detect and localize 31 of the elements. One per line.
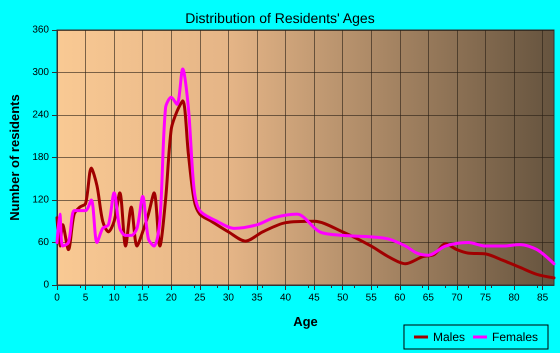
x-tick-label: 80 bbox=[508, 292, 520, 304]
y-axis-title: Number of residents bbox=[7, 94, 22, 221]
y-tick-label: 240 bbox=[32, 110, 50, 120]
line-series bbox=[56, 67, 556, 266]
y-tick-label: 360 bbox=[32, 24, 50, 36]
chart-title: Distribution of Residents' Ages bbox=[185, 10, 375, 26]
x-tick-label: 10 bbox=[108, 292, 120, 304]
y-tick-label: 120 bbox=[32, 194, 50, 206]
x-tick-label: 60 bbox=[394, 292, 406, 304]
x-tick-label: 15 bbox=[137, 292, 149, 304]
y-tick-label: 300 bbox=[32, 67, 50, 78]
y-tick-label: 60 bbox=[38, 237, 50, 248]
x-tick-label: 75 bbox=[480, 292, 492, 304]
x-axis-title: Age bbox=[293, 314, 318, 329]
x-tick-label: 35 bbox=[251, 292, 263, 304]
x-tick-label: 70 bbox=[451, 292, 463, 304]
legend-label: Females bbox=[492, 330, 538, 344]
x-tick-label: 85 bbox=[537, 292, 549, 304]
x-tick-label: 0 bbox=[54, 292, 60, 304]
x-tick-label: 5 bbox=[82, 292, 89, 304]
x-tick-label: 55 bbox=[366, 292, 378, 304]
y-tick-label: 180 bbox=[32, 152, 50, 163]
x-tick-label: 20 bbox=[166, 292, 178, 304]
x-tick-label: 40 bbox=[280, 292, 292, 304]
y-tick-label: 0 bbox=[43, 280, 50, 290]
x-tick-label: 25 bbox=[194, 292, 206, 304]
legend-label: Males bbox=[432, 330, 465, 344]
x-tick-label: 45 bbox=[308, 292, 320, 304]
x-tick-label: 50 bbox=[337, 292, 349, 304]
x-tick-label: 65 bbox=[422, 292, 434, 304]
x-tick-label: 30 bbox=[222, 292, 234, 304]
